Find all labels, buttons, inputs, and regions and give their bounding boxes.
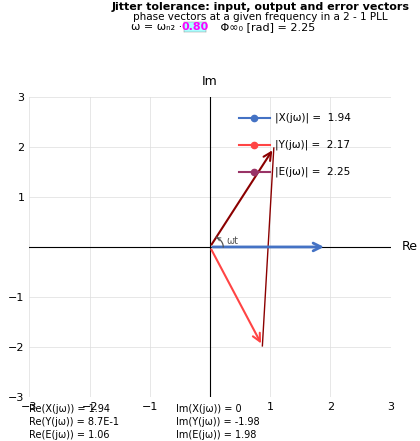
- Text: ωt: ωt: [227, 236, 239, 246]
- Text: Re(X(jω)) = 1.94: Re(X(jω)) = 1.94: [29, 404, 110, 414]
- Text: Im(E(jω)) = 1.98: Im(E(jω)) = 1.98: [176, 430, 257, 440]
- Text: Im(Y(jω)) = -1.98: Im(Y(jω)) = -1.98: [176, 417, 260, 427]
- Text: |E(jω)| =  2.25: |E(jω)| = 2.25: [275, 167, 350, 177]
- Text: Im: Im: [202, 75, 218, 88]
- Text: Im(X(jω)) = 0: Im(X(jω)) = 0: [176, 404, 242, 414]
- Text: Re(E(jω)) = 1.06: Re(E(jω)) = 1.06: [29, 430, 110, 440]
- Text: ω = ωₙ₂ ·: ω = ωₙ₂ ·: [131, 22, 183, 32]
- Text: |Y(jω)| =  2.17: |Y(jω)| = 2.17: [275, 140, 350, 150]
- Text: phase vectors at a given frequency in a 2 - 1 PLL: phase vectors at a given frequency in a …: [133, 12, 388, 22]
- Text: 0.80: 0.80: [181, 22, 208, 32]
- Text: Φ∞₀ [rad] = 2.25: Φ∞₀ [rad] = 2.25: [210, 22, 315, 32]
- Text: |X(jω)| =  1.94: |X(jω)| = 1.94: [275, 113, 351, 123]
- Text: Jitter tolerance: input, output and error vectors: Jitter tolerance: input, output and erro…: [111, 2, 410, 12]
- Text: Re: Re: [402, 240, 417, 254]
- Text: Re(Y(jω)) = 8.7E-1: Re(Y(jω)) = 8.7E-1: [29, 417, 119, 427]
